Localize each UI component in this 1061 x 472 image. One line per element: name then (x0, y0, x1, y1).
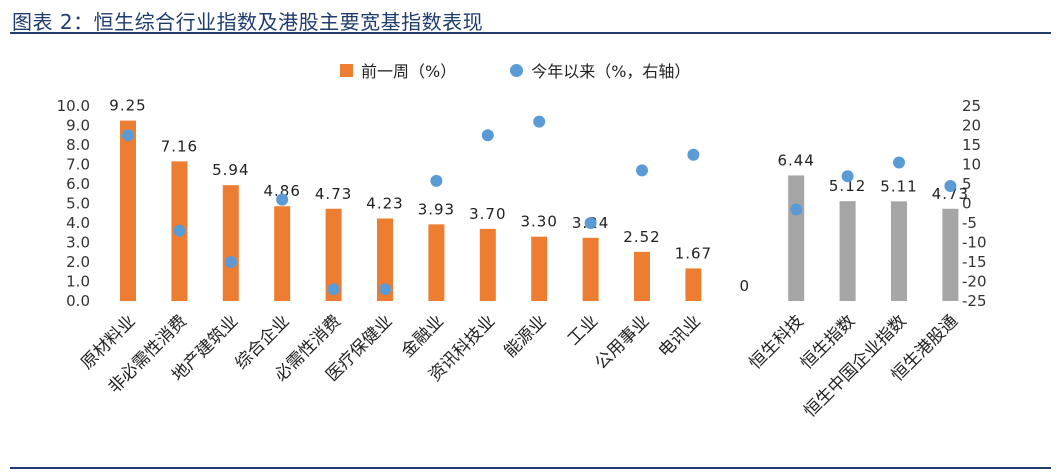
y-left-tick-label: 1.0 (66, 273, 90, 291)
bar-data-label: 0 (740, 277, 751, 295)
bar-data-label: 4.73 (315, 185, 352, 203)
bar-data-label: 4.86 (263, 182, 300, 200)
y-left-tick-label: 2.0 (66, 253, 90, 271)
scatter-point (224, 256, 237, 268)
title-bar: 图表 2：恒生综合行业指数及港股主要宽基指数表现 (10, 4, 1051, 34)
y-left-tick-label: 10.0 (57, 97, 90, 115)
bottom-rule (10, 467, 1051, 469)
bar (685, 268, 702, 301)
bar (942, 208, 959, 301)
legend-bar-label: 前一周（%） (361, 62, 457, 81)
bar (274, 206, 291, 301)
x-category-label: 电讯业 (655, 311, 705, 361)
y-right-tick-label: -25 (962, 292, 987, 310)
legend-dot-label: 今年以来（%，右轴） (531, 62, 691, 81)
bar-data-label: 5.11 (880, 177, 917, 195)
scatter-point (790, 203, 803, 216)
bar-data-label: 1.67 (675, 244, 712, 262)
y-right-tick-label: 20 (962, 117, 981, 135)
bar (120, 120, 136, 301)
y-right-tick-label: 10 (962, 156, 981, 174)
scatter-point (893, 156, 905, 169)
bar-data-label: 9.25 (109, 97, 146, 115)
y-left-tick-label: 0.0 (66, 292, 90, 310)
legend-bar-swatch (340, 63, 353, 77)
scatter-point (122, 129, 134, 142)
bar-data-label: 2.52 (623, 228, 660, 246)
y-right-tick-label: -5 (962, 214, 977, 232)
bar-data-label: 3.93 (418, 200, 455, 218)
x-category-label: 工业 (564, 311, 602, 349)
bar-data-label: 5.94 (212, 161, 249, 179)
bar-data-label: 4.23 (366, 195, 403, 213)
bar (531, 236, 548, 301)
x-category-label: 恒生科技 (746, 311, 808, 373)
bar (377, 218, 393, 301)
scatter-point (173, 224, 186, 237)
scatter-point (481, 129, 494, 142)
y-right-tick-label: 0 (962, 195, 972, 213)
bar (582, 237, 599, 301)
scatter-point (430, 174, 443, 187)
y-left-tick-label: 4.0 (66, 214, 90, 232)
bar (222, 185, 239, 301)
bar-data-label: 7.16 (161, 137, 198, 155)
scatter-point (276, 193, 289, 206)
legend-item-bar: 前一周（%） (340, 58, 456, 82)
legend-item-dot: 今年以来（%，右轴） (510, 58, 690, 82)
bar (788, 175, 805, 301)
x-category-label: 公用事业 (591, 311, 653, 373)
scatter-point (636, 164, 648, 177)
y-left-tick-label: 8.0 (66, 136, 90, 154)
bar (479, 228, 496, 301)
bar-data-label: 5.12 (829, 177, 866, 195)
chart-title: 图表 2：恒生综合行业指数及港股主要宽基指数表现 (12, 10, 484, 34)
bar (325, 208, 342, 301)
scatter-point (533, 115, 546, 128)
bar (891, 201, 907, 301)
bar (634, 251, 650, 301)
bar (839, 201, 856, 301)
y-left-tick-label: 6.0 (66, 175, 90, 193)
y-left-tick-label: 9.0 (66, 117, 90, 135)
y-left-tick-label: 5.0 (66, 195, 90, 213)
x-category-label: 金融业 (398, 311, 448, 361)
bar-data-label: 3.70 (469, 205, 506, 223)
scatter-point (841, 170, 854, 183)
bar (428, 224, 445, 301)
bar-data-label: 3.30 (520, 213, 557, 231)
bar-data-label: 6.44 (777, 151, 814, 169)
y-left-tick-label: 7.0 (66, 156, 90, 174)
legend: 前一周（%） 今年以来（%，右轴） (340, 58, 744, 82)
scatter-point (944, 179, 957, 192)
scatter-point (379, 283, 391, 296)
y-right-tick-label: -10 (962, 234, 987, 252)
y-right-tick-label: 5 (962, 175, 972, 193)
scatter-point (327, 283, 340, 296)
title-rule (10, 32, 1051, 34)
x-category-label: 能源业 (501, 311, 551, 361)
y-right-tick-label: 15 (962, 136, 981, 154)
scatter-point (584, 217, 597, 229)
y-right-tick-label: 25 (962, 97, 981, 115)
y-right-tick-label: -20 (962, 273, 987, 291)
y-left-tick-label: 3.0 (66, 234, 90, 252)
y-right-tick-label: -15 (962, 253, 987, 271)
bar-data-label: 4.73 (932, 185, 969, 203)
legend-dot-swatch (510, 63, 524, 77)
scatter-point (687, 148, 700, 161)
